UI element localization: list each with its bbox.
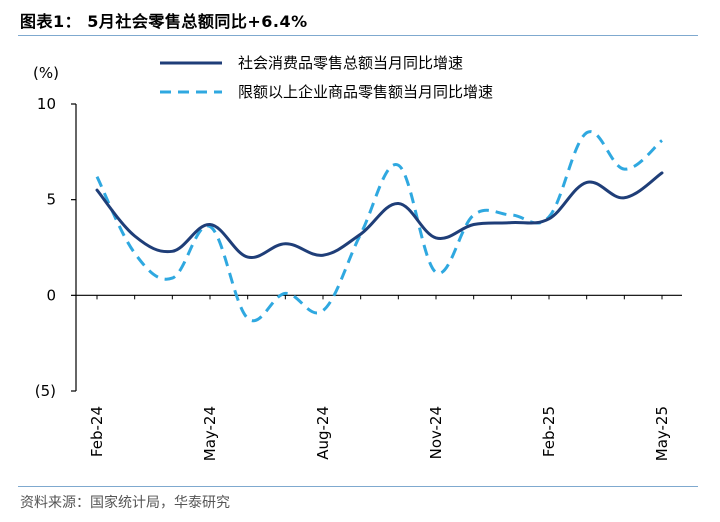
y-tick-label: 0 [46,286,56,304]
x-tick-label: Feb-24 [88,406,106,457]
y-tick-label: 10 [37,95,56,113]
legend-label-dashed: 限额以上企业商品零售额当月同比增速 [238,83,493,101]
source-note: 资料来源：国家统计局，华泰研究 [20,495,230,511]
series-line-retail-above-quota [95,130,663,323]
line-chart: (%) 社会消费品零售总额当月同比增速 限额以上企业商品零售额当月同比增速 10… [33,54,682,461]
y-tick-label: (5) [35,382,56,400]
top-divider [18,35,698,36]
y-tick-label: 5 [46,191,56,209]
legend: 社会消费品零售总额当月同比增速 限额以上企业商品零售额当月同比增速 [160,54,493,101]
axes: 10 5 0 (5) [35,95,682,400]
x-tick-label: May-25 [653,406,671,461]
x-tick-labels: Feb-24 May-24 Aug-24 Nov-24 Feb-25 May-25 [88,406,671,461]
x-tick-label: May-24 [201,406,219,461]
chart-title: 图表1： 5月社会零售总额同比+6.4% [20,12,308,31]
series-line-total-retail [95,171,664,260]
x-tick-label: Nov-24 [427,406,445,459]
bottom-divider [18,486,698,487]
series-layer [95,130,664,323]
x-tick-label: Aug-24 [314,406,332,460]
legend-label-solid: 社会消费品零售总额当月同比增速 [238,54,463,72]
y-unit-label: (%) [33,64,59,82]
x-tick-label: Feb-25 [540,406,558,457]
